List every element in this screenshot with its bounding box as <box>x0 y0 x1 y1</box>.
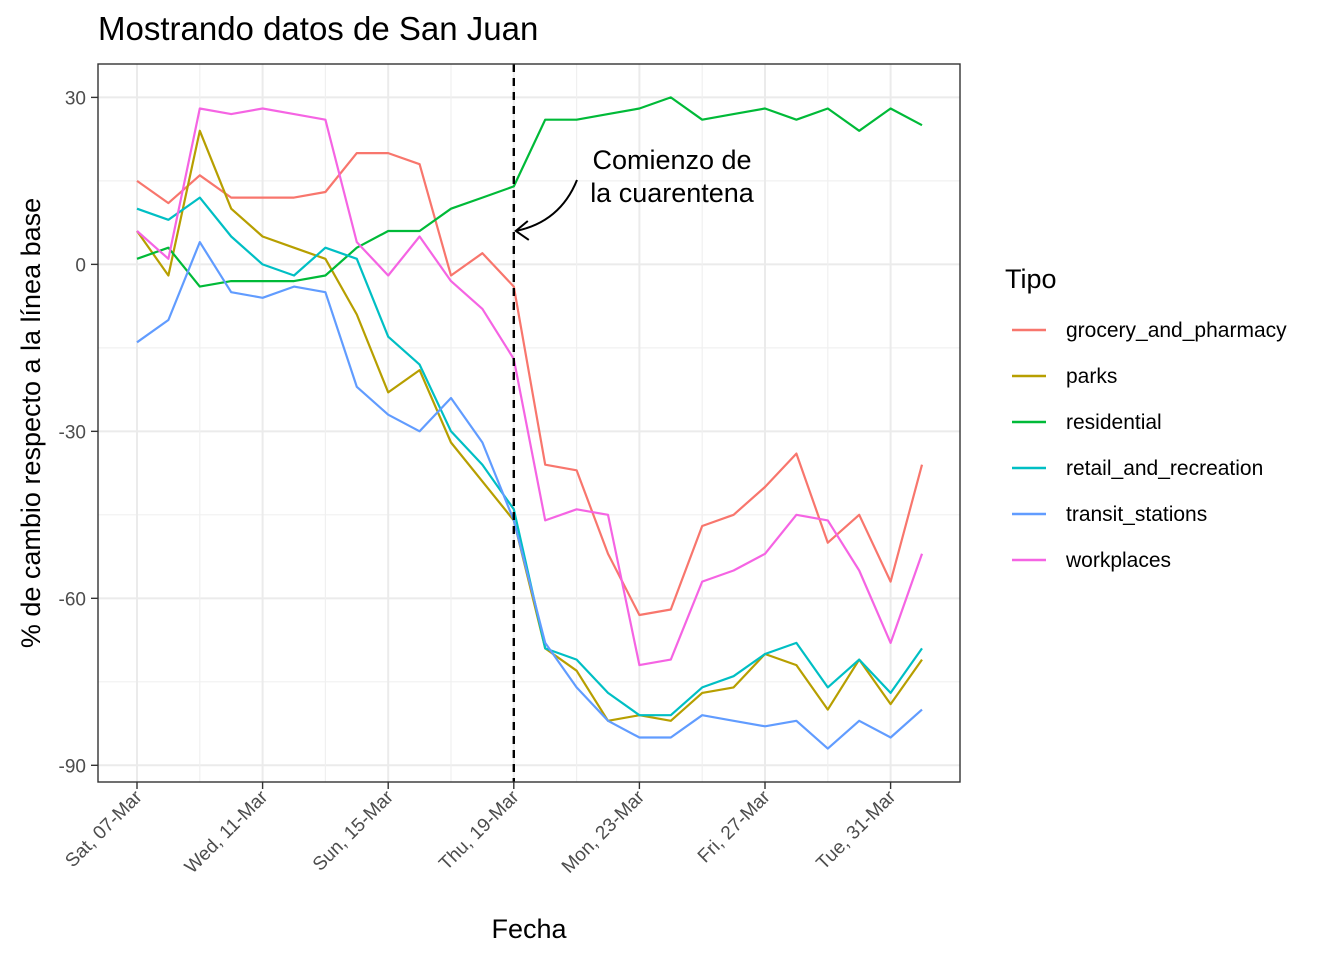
plot-border <box>97 63 961 783</box>
x-axis-title: Fecha <box>491 914 567 944</box>
x-axis: Sat, 07-Mar Wed, 11-Mar Sun, 15-Mar Thu, 19… <box>61 782 901 878</box>
x-tick-label: Thu, 19-Mar <box>435 786 523 874</box>
y-tick-label: 30 <box>65 88 86 109</box>
series-line-workplaces <box>136 107 924 667</box>
series-line-residential <box>136 96 923 288</box>
legend-label: workplaces <box>1065 549 1171 572</box>
x-tick-label: Fri, 27-Mar <box>694 786 775 867</box>
legend-label: grocery_and_pharmacy <box>1066 319 1287 342</box>
y-axis-title: % de cambio respecto a la línea base <box>16 198 46 648</box>
y-axis: 30 0 -30 -60 -90 <box>59 88 98 777</box>
y-tick-label: -30 <box>59 422 86 443</box>
x-tick-label: Wed, 11-Mar <box>181 786 273 878</box>
y-tick-label: -60 <box>59 589 86 610</box>
legend-title: Tipo <box>1005 264 1057 294</box>
series-line-grocery_and_pharmacy <box>136 152 924 617</box>
annotation-text-line: Comienzo de <box>592 145 751 175</box>
annotation-arrowhead <box>514 220 530 241</box>
x-tick-label: Tue, 31-Mar <box>813 786 901 874</box>
annotation-text-line: la cuarentena <box>590 178 755 208</box>
series-line-transit_stations <box>136 241 923 750</box>
series-lines <box>136 96 924 750</box>
legend-label: parks <box>1066 365 1117 388</box>
y-tick-label: 0 <box>75 255 86 276</box>
y-tick-label: -90 <box>59 756 86 777</box>
chart-title: Mostrando datos de San Juan <box>98 10 538 47</box>
grid-lines <box>98 64 960 782</box>
legend-label: retail_and_recreation <box>1066 457 1263 480</box>
annotation-arrow <box>515 179 578 232</box>
x-tick-label: Sun, 15-Mar <box>309 786 398 875</box>
plot-panel <box>98 64 960 782</box>
x-tick-label: Sat, 07-Mar <box>61 786 147 872</box>
x-tick-label: Mon, 23-Mar <box>558 786 649 877</box>
legend-label: residential <box>1066 411 1162 434</box>
legend-label: transit_stations <box>1066 503 1207 526</box>
